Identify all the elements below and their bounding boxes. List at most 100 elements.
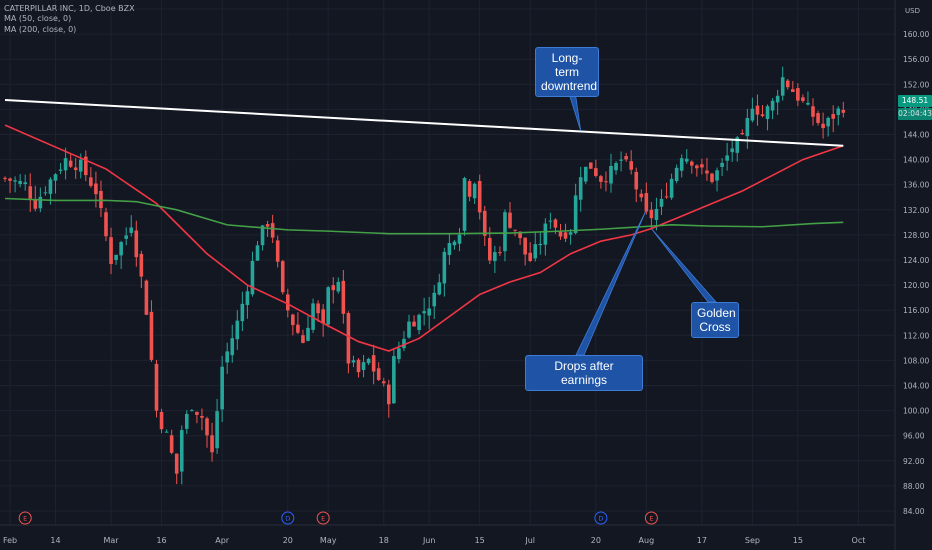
price-axis[interactable]: 84.00 88.00 92.00 96.00 100.00 104.00 108.00 11…: [903, 30, 929, 516]
candle-body: [563, 232, 568, 239]
earnings-marker[interactable]: [316, 511, 330, 525]
candle-body: [179, 430, 184, 472]
price-tick-label: 152.00: [903, 80, 929, 89]
event-marker-label: E: [321, 515, 325, 523]
price-tick-label: 104.00: [903, 382, 929, 391]
candle-body: [33, 199, 38, 209]
candle-body: [826, 117, 830, 127]
event-marker-label: E: [649, 515, 653, 523]
time-tick-label: Jul: [524, 536, 535, 545]
callout-drops: Drops after earnings: [525, 355, 643, 391]
candle-body: [624, 156, 628, 160]
candle-body: [664, 196, 669, 198]
dividend-marker[interactable]: [594, 511, 608, 525]
downtrend-line[interactable]: [4, 98, 844, 147]
candle-body: [437, 282, 442, 295]
price-tick-label: 128.00: [903, 231, 929, 240]
candle-body: [735, 137, 740, 153]
candle-body: [154, 363, 159, 411]
candle-body: [765, 106, 770, 120]
candle-body: [816, 113, 820, 123]
candle-body: [583, 166, 588, 182]
candle-body: [366, 358, 371, 364]
candle-body: [129, 227, 134, 233]
candle-body: [493, 252, 497, 262]
candle-body: [109, 237, 113, 264]
candle-body: [740, 133, 745, 135]
candle-body: [376, 368, 381, 380]
candle-body: [84, 156, 88, 176]
price-tick-label: 136.00: [903, 181, 929, 190]
candle-body: [286, 294, 290, 311]
price-tick-label: 112.00: [903, 331, 929, 340]
candle-body: [578, 177, 583, 200]
time-tick-label: May: [320, 536, 337, 545]
candle-body: [467, 181, 472, 197]
candle-body: [78, 159, 83, 172]
candle-body: [730, 148, 734, 153]
candle-body: [124, 235, 128, 239]
candle-body: [710, 173, 714, 182]
candle-body: [644, 193, 649, 212]
candle-body: [780, 77, 785, 96]
candle-body: [785, 80, 790, 88]
candle-body: [513, 229, 517, 231]
legend-ma200[interactable]: MA (200, close, 0): [4, 25, 77, 34]
callout-downtrend: Long-term downtrend: [535, 47, 599, 97]
time-tick-label: Jun: [422, 536, 436, 545]
callout-downtrend-line2: downtrend: [541, 79, 598, 93]
candle-body: [457, 234, 462, 244]
candle-body: [791, 89, 795, 92]
legend-ma50[interactable]: MA (50, close, 0): [4, 14, 72, 23]
candle-body: [13, 180, 17, 182]
candle-body: [770, 100, 775, 111]
candle-body: [230, 338, 235, 356]
earnings-marker[interactable]: [18, 511, 32, 525]
candle-body: [260, 225, 265, 246]
callout-drops-line1: Drops after earnings: [554, 359, 614, 387]
candle-body: [573, 195, 578, 234]
candle-body: [705, 170, 709, 174]
price-tick-label: 124.00: [903, 256, 929, 265]
candle-body: [205, 418, 209, 436]
candle-body: [301, 335, 305, 343]
price-tick-label: 156.00: [903, 55, 929, 64]
candle-body: [53, 174, 58, 181]
candle-body: [200, 416, 204, 418]
price-tick-label: 160.00: [903, 30, 929, 39]
callout-golden-line1: Golden: [697, 306, 736, 320]
candle-body: [331, 285, 336, 291]
candle-body: [3, 177, 7, 179]
candle-body: [351, 360, 356, 363]
candle-body: [811, 106, 815, 117]
earnings-marker[interactable]: [644, 511, 658, 525]
candle-body: [99, 190, 103, 209]
dividend-marker[interactable]: [281, 511, 295, 525]
candle-body: [634, 171, 639, 190]
time-tick-label: 20: [283, 536, 293, 545]
candle-body: [700, 164, 704, 168]
candle-body: [18, 180, 22, 185]
candle-body: [609, 165, 613, 184]
candle-body: [442, 251, 447, 284]
callout-downtrend-line1: Long-term: [551, 51, 583, 79]
candle-body: [614, 163, 618, 171]
time-axis[interactable]: Feb 14 Mar 16 Apr 20 May 18 Jun 15 Jul 20 Aug 17 Sep 15…: [3, 536, 865, 545]
candle-body: [407, 321, 411, 338]
candle-body: [235, 320, 240, 340]
candle-body: [715, 170, 719, 181]
candle-body: [725, 155, 729, 161]
callout-golden-line2: Cross: [699, 320, 731, 334]
candle-body: [38, 196, 43, 209]
candle-body: [28, 186, 33, 199]
price-tick-label: 116.00: [903, 306, 929, 315]
candle-body: [684, 158, 689, 162]
candle-body: [164, 431, 169, 433]
candle-body: [48, 179, 53, 194]
candle-body: [796, 88, 800, 101]
candle-body: [381, 381, 386, 384]
time-tick-label: Sep: [745, 536, 760, 545]
